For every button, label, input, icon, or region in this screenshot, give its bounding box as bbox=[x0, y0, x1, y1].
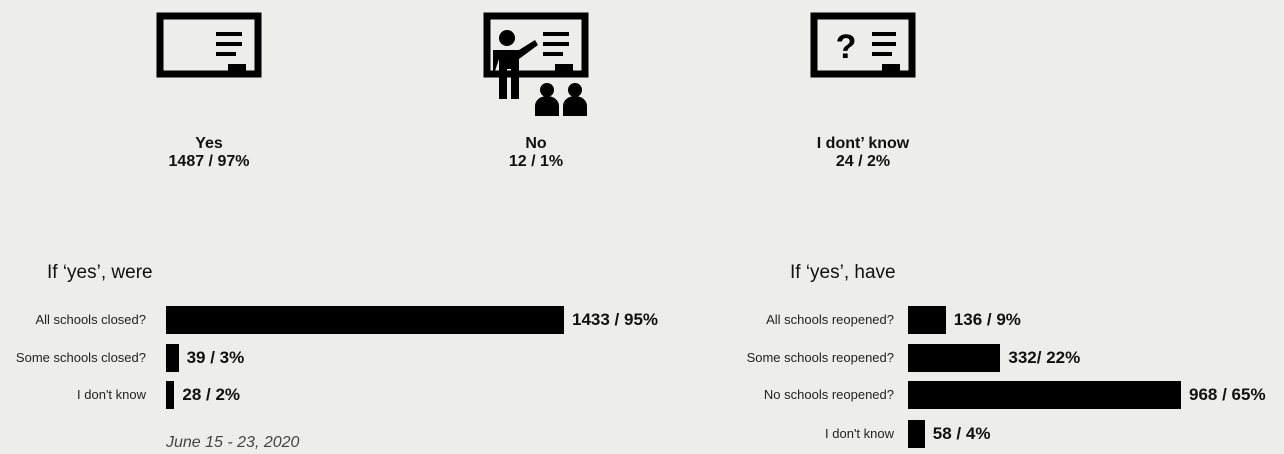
yes-count: 1487 / 97% bbox=[168, 153, 250, 170]
category-label: All schools closed? bbox=[35, 312, 146, 327]
bar-value-label: 58 / 4% bbox=[932, 424, 991, 443]
bar bbox=[166, 306, 564, 334]
chart-title: If ‘yes’, have bbox=[790, 262, 896, 283]
category-label: I don't know bbox=[77, 387, 146, 402]
dont-know-count: 24 / 2% bbox=[835, 153, 891, 170]
bar-value-label: 39 / 3% bbox=[186, 348, 245, 367]
category-label: Some schools closed? bbox=[15, 350, 146, 365]
bar-value-label: 136 / 9% bbox=[953, 310, 1021, 329]
category-label: No schools reopened? bbox=[763, 387, 894, 402]
no-count: 12 / 1% bbox=[508, 153, 564, 170]
category-label: All schools reopened? bbox=[766, 312, 894, 327]
answer-no: No 12 / 1% bbox=[436, 12, 636, 171]
bar-value-label: 332/ 22% bbox=[1008, 348, 1081, 367]
svg-text:?: ? bbox=[836, 28, 857, 66]
yes-label: Yes bbox=[195, 135, 223, 152]
bar-value-label: 968 / 65% bbox=[1189, 385, 1266, 404]
teacher-classroom-icon bbox=[483, 12, 589, 116]
date-note: June 15 - 23, 2020 bbox=[166, 434, 300, 451]
board-question-icon: ? bbox=[810, 12, 916, 78]
bar-value-label: 1433 / 95% bbox=[572, 310, 659, 329]
category-label: Some schools reopened? bbox=[746, 350, 894, 365]
chart-title: If ‘yes’, were bbox=[47, 262, 153, 283]
board-icon bbox=[156, 12, 262, 78]
dont-know-label: I dont’ know bbox=[816, 135, 910, 152]
bar bbox=[166, 381, 175, 409]
bar bbox=[908, 420, 925, 448]
bar bbox=[166, 344, 179, 372]
bar bbox=[908, 381, 1181, 409]
no-label: No bbox=[525, 135, 547, 152]
answer-yes: Yes 1487 / 97% bbox=[109, 12, 309, 171]
category-label: I don't know bbox=[825, 426, 894, 441]
answer-dont-know: ? I dont’ know 24 / 2% bbox=[763, 12, 963, 171]
bar bbox=[908, 344, 1001, 372]
bar bbox=[908, 306, 946, 334]
bar-value-label: 28 / 2% bbox=[182, 385, 241, 404]
